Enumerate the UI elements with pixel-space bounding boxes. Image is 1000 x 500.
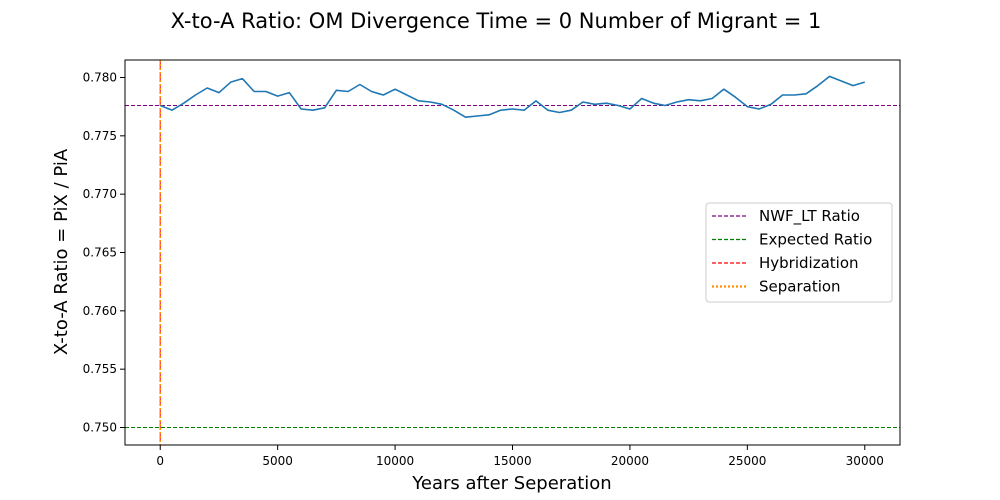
y-tick-label: 0.755 — [83, 362, 117, 376]
reference-lines — [125, 60, 900, 445]
x-axis-label: Years after Seperation — [411, 473, 611, 494]
legend-label-hybridization: Hybridization — [759, 254, 859, 272]
x-tick-label: 30000 — [846, 454, 884, 468]
x-tick-label: 15000 — [493, 454, 531, 468]
legend-label-separation: Separation — [759, 278, 841, 296]
y-tick-label: 0.780 — [83, 71, 117, 85]
y-tick-label: 0.775 — [83, 129, 117, 143]
legend-box — [705, 202, 893, 303]
y-tick-label: 0.770 — [83, 187, 117, 201]
x-tick-label: 25000 — [728, 454, 766, 468]
x-tick-label: 20000 — [611, 454, 649, 468]
y-axis: 0.750 0.755 0.760 0.765 0.770 0.775 0.780 — [83, 71, 125, 435]
y-axis-label: X-to-A Ratio = PiX / PiA — [51, 148, 72, 355]
y-tick-label: 0.750 — [83, 421, 117, 435]
legend-label-expected-ratio: Expected Ratio — [759, 231, 872, 249]
legend: NWF_LT Ratio Expected Ratio Hybridization S… — [705, 202, 893, 303]
y-tick-label: 0.765 — [83, 246, 117, 260]
y-tick-label: 0.760 — [83, 304, 117, 318]
x-tick-label: 10000 — [376, 454, 414, 468]
chart-title: X-to-A Ratio: OM Divergence Time = 0 Num… — [171, 9, 822, 33]
x-tick-label: 0 — [156, 454, 164, 468]
series-line — [159, 75, 865, 118]
x-tick-label: 5000 — [262, 454, 293, 468]
x-axis: 0 5000 10000 15000 20000 25000 30000 — [156, 445, 884, 468]
legend-label-nwf-lt-ratio: NWF_LT Ratio — [759, 207, 860, 226]
series-layer — [159, 75, 865, 118]
